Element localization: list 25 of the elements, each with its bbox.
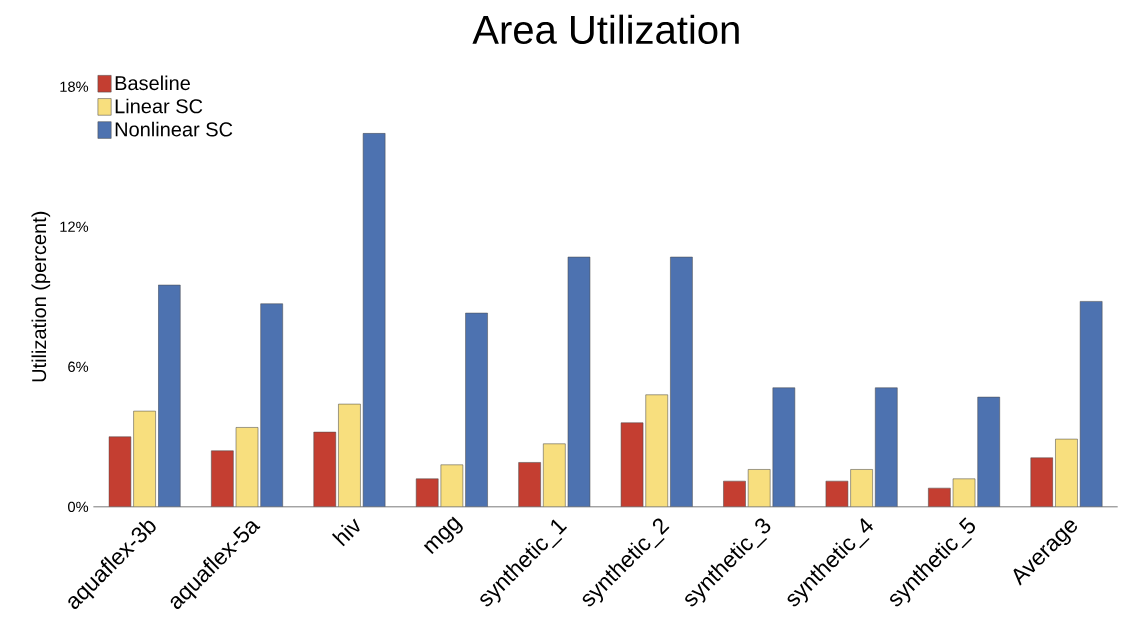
legend-label: Nonlinear SC	[115, 122, 233, 137]
x-tick-label: mgg	[423, 516, 463, 555]
bar	[850, 469, 873, 508]
bar	[518, 462, 541, 508]
bar	[338, 404, 361, 508]
bar	[1030, 457, 1054, 508]
legend-label: Baseline	[115, 75, 190, 91]
bar	[723, 481, 746, 508]
y-tick-label: 18%	[60, 81, 89, 93]
y-tick-label: 6%	[68, 361, 89, 373]
bar	[747, 469, 771, 508]
bar	[313, 432, 337, 508]
bar	[670, 257, 693, 508]
bar	[875, 387, 898, 508]
y-tick-label: 12%	[60, 221, 89, 233]
bar	[157, 285, 181, 508]
bar	[1055, 439, 1078, 508]
bar	[543, 443, 566, 508]
y-axis-title: Utilization (percent)	[31, 212, 51, 382]
x-tick-label: hiv	[331, 518, 360, 547]
chart-title: Area Utilization	[472, 14, 739, 45]
bar	[133, 411, 156, 508]
y-tick-label: 0%	[68, 501, 89, 513]
bar	[645, 394, 669, 508]
legend-label: Linear SC	[115, 98, 203, 114]
